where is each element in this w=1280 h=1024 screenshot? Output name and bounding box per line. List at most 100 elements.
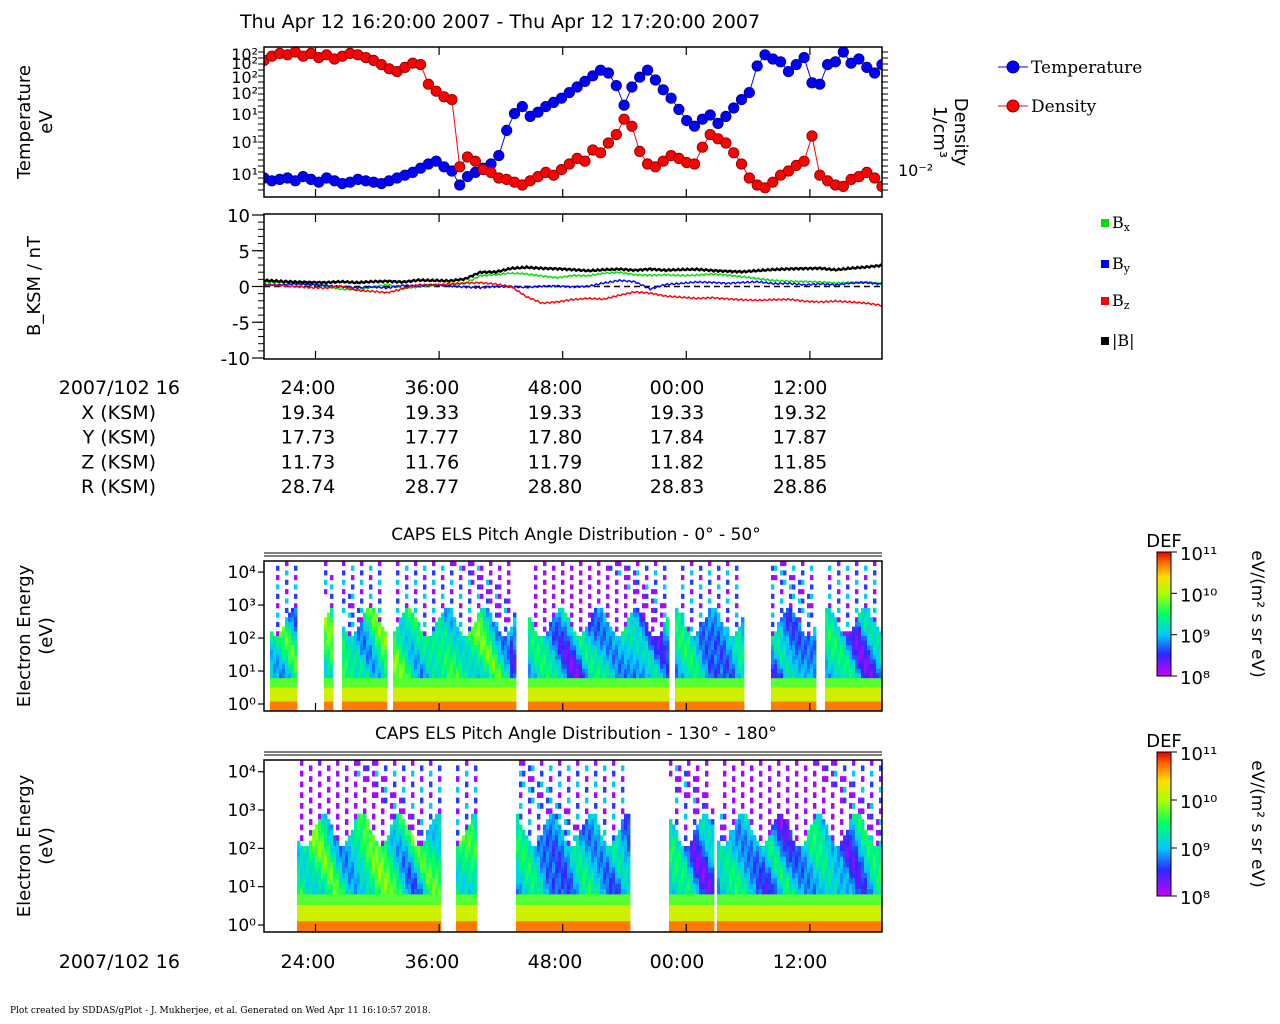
spectrogram-cell (696, 682, 700, 688)
spectrogram-cell (696, 673, 700, 679)
spectrogram-cell (636, 696, 640, 703)
spectrogram-cell (780, 579, 784, 585)
spectrogram-cell (741, 659, 745, 665)
spectrogram-cell (393, 867, 397, 874)
spectrogram-cell (378, 654, 382, 660)
spectrogram-cell (372, 915, 376, 922)
spectrogram-cell (447, 692, 451, 698)
spectrogram-cell (783, 570, 787, 576)
spectrogram-cell (783, 673, 787, 679)
spectrogram-cell (528, 659, 532, 665)
spectrogram-cell (402, 856, 406, 863)
spectrogram-cell (720, 664, 724, 670)
spectrogram-cell (594, 664, 598, 670)
spectrogram-cell (468, 626, 472, 632)
spectrogram-cell (660, 678, 664, 684)
spectrogram-cell (294, 607, 298, 613)
spectrogram-cell (327, 776, 331, 782)
spectrogram-cell (645, 706, 649, 712)
spectrogram-cell (870, 706, 874, 712)
spectrogram-cell (369, 910, 373, 917)
spectrogram-cell (648, 640, 652, 646)
spectrogram-cell (288, 640, 292, 646)
spectrogram-cell (573, 640, 577, 646)
spectrogram-cell (561, 570, 565, 576)
spectrogram-cell (804, 645, 808, 651)
spectrogram-cell (432, 626, 436, 632)
spectrogram-cell (543, 687, 547, 693)
spectrogram-cell (510, 687, 514, 693)
spectrogram-cell (528, 636, 532, 642)
spectrogram-cell (480, 636, 484, 642)
spectrogram-cell (405, 617, 409, 623)
spectrogram-cell (384, 883, 388, 890)
spectrogram-cell (606, 664, 610, 670)
spectrogram-cell (510, 682, 514, 688)
spectrogram-cell (324, 706, 328, 712)
spectrogram-cell (432, 701, 436, 707)
spectrogram-cell (354, 899, 358, 906)
spectrogram-cell (357, 926, 361, 933)
spectrogram-cell (831, 664, 835, 670)
spectrogram-cell (654, 668, 658, 674)
spectrogram-cell (276, 593, 280, 599)
spectrogram-cell (807, 631, 811, 637)
spectrogram-cell (870, 645, 874, 651)
spectrogram-cell (678, 650, 682, 656)
spectrogram-cell (534, 664, 538, 670)
spectrogram-cell (813, 645, 817, 651)
spectrogram-cell (495, 636, 499, 642)
spectrogram-cell (489, 692, 493, 698)
spectrogram-cell (513, 631, 517, 637)
spectrogram-cell (855, 692, 859, 698)
spectrogram-cell (399, 640, 403, 646)
spectrogram-cell (351, 565, 355, 571)
spectrogram-cell (843, 659, 847, 665)
spectrogram-cell (453, 645, 457, 651)
spectrogram-cell (813, 631, 817, 637)
spectrogram-cell (321, 846, 325, 852)
spectrogram-cell (441, 692, 445, 698)
spectrogram-cell (699, 584, 703, 590)
spectrogram-cell (597, 687, 601, 693)
spectrogram-cell (645, 668, 649, 674)
spectrogram-cell (771, 565, 775, 571)
spectrogram-cell (531, 659, 535, 665)
spectrogram-cell (786, 673, 790, 679)
spectrogram-cell (876, 650, 880, 656)
spectrogram-cell (666, 617, 670, 623)
spectrogram-cell (594, 668, 598, 674)
temperature-point (641, 64, 654, 76)
spectrogram-cell (423, 673, 427, 679)
spectrogram-cell (858, 631, 862, 637)
spectrogram-cell (273, 654, 277, 660)
spectrogram-cell (345, 883, 349, 890)
spectrogram-cell (546, 631, 550, 637)
spectrogram-cell (312, 846, 316, 852)
spectrogram-cell (588, 659, 592, 665)
spectrogram-cell (510, 696, 514, 703)
spectrogram-cell (357, 867, 361, 874)
spectrogram-cell (351, 872, 355, 879)
spectrogram-cell (630, 617, 634, 623)
spectrogram-cell (324, 687, 328, 693)
spectrogram-cell (807, 706, 811, 712)
spectrogram-cell (402, 835, 406, 842)
spectrogram-cell (384, 636, 388, 642)
spectrogram-cell (543, 696, 547, 703)
spectrogram-cell (498, 612, 502, 618)
spectrogram-cell (795, 692, 799, 698)
spectrogram-cell (843, 692, 847, 698)
pad-130-180-ylabel-2: (eV) (36, 827, 57, 864)
spectrogram-cell (783, 668, 787, 674)
spectrogram-cell (324, 829, 328, 836)
spectrogram-cell (447, 659, 451, 665)
spectrogram-cell (741, 617, 745, 623)
spectrogram-cell (336, 921, 340, 928)
spectrogram-cell (570, 678, 574, 684)
spectrogram-cell (348, 889, 352, 895)
spectrogram-cell (693, 673, 697, 679)
spectrogram-cell (606, 650, 610, 656)
spectrogram-cell (474, 636, 478, 642)
spectrogram-cell (558, 692, 562, 698)
